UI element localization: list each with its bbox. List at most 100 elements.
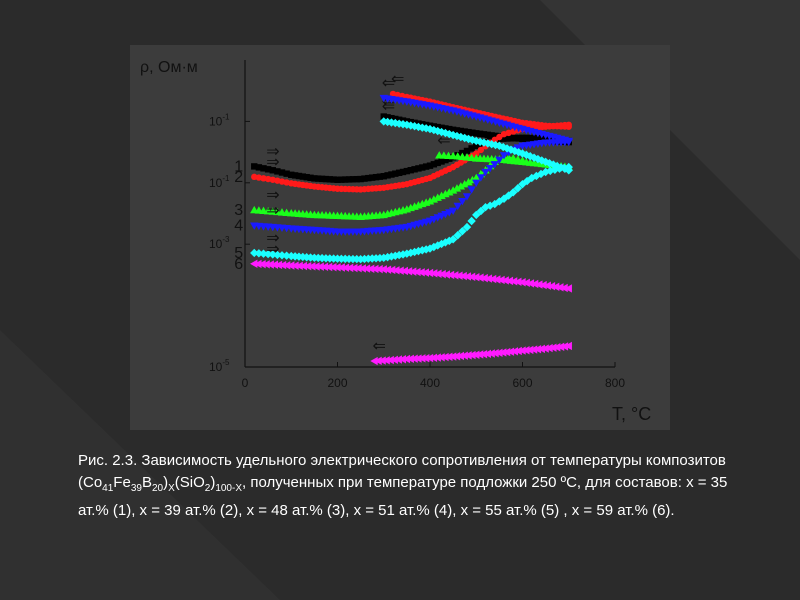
data-point <box>388 114 395 122</box>
data-point <box>464 177 473 186</box>
data-point <box>372 173 380 181</box>
data-point <box>446 270 455 280</box>
data-point <box>282 261 291 270</box>
data-point <box>259 249 268 258</box>
data-point <box>338 176 345 183</box>
data-point <box>564 341 572 351</box>
data-point <box>318 175 326 183</box>
data-point <box>268 250 277 259</box>
data-point <box>556 283 564 292</box>
data-point <box>430 269 438 278</box>
data-point <box>493 275 501 284</box>
data-point <box>410 354 418 363</box>
data-point <box>283 170 290 177</box>
data-point <box>560 283 568 293</box>
heating-arrow: ⇒ <box>266 201 279 220</box>
data-point <box>406 121 415 130</box>
data-point <box>329 262 337 272</box>
data-point <box>255 164 263 171</box>
data-point <box>437 239 446 249</box>
data-point <box>413 267 421 277</box>
data-point <box>324 262 333 272</box>
data-point <box>399 168 407 176</box>
data-point <box>480 273 488 283</box>
data-point <box>449 126 457 133</box>
data-point <box>495 156 504 165</box>
data-point <box>407 167 414 174</box>
data-point <box>549 160 558 169</box>
data-point <box>371 264 379 274</box>
data-point <box>448 235 458 244</box>
data-point <box>457 127 465 135</box>
data-point <box>462 193 472 201</box>
data-point <box>264 166 272 173</box>
data-point <box>415 165 422 172</box>
series-label: 2 <box>234 169 243 186</box>
data-point <box>282 251 291 260</box>
data-point <box>315 175 322 182</box>
data-point <box>270 260 279 269</box>
data-point <box>392 266 400 275</box>
data-point <box>456 182 466 190</box>
data-point <box>499 152 509 160</box>
data-point <box>539 280 547 290</box>
data-point <box>463 147 471 155</box>
data-point <box>262 260 270 269</box>
data-point <box>533 345 542 354</box>
data-point <box>349 176 357 183</box>
data-point <box>472 179 481 187</box>
data-point <box>342 176 349 183</box>
data-point <box>291 261 299 270</box>
cooling-arrow: ⇐ <box>391 69 404 88</box>
series-label: 5 <box>234 245 243 262</box>
data-point <box>488 132 495 139</box>
data-point <box>258 259 266 269</box>
data-point <box>526 279 535 288</box>
data-point <box>380 113 387 120</box>
data-point <box>472 350 480 360</box>
y-tick-label: 10-5 <box>209 358 230 374</box>
data-point <box>453 231 462 240</box>
data-point <box>446 125 453 133</box>
data-point <box>458 198 467 206</box>
data-point <box>522 346 530 355</box>
data-point <box>434 159 441 167</box>
data-point <box>507 134 515 141</box>
y-axis-label: ρ, Ом·м <box>140 59 198 76</box>
data-point <box>398 355 407 364</box>
x-tick-label: 200 <box>327 376 347 390</box>
data-point <box>551 282 560 291</box>
data-point <box>251 163 258 170</box>
data-point <box>429 353 438 362</box>
data-point <box>475 137 485 146</box>
data-point <box>499 194 509 203</box>
data-point <box>288 171 295 178</box>
data-point <box>518 346 526 355</box>
data-point <box>497 275 505 285</box>
data-point <box>437 353 445 362</box>
data-point <box>434 269 442 278</box>
data-point <box>499 142 508 152</box>
data-point <box>375 264 383 274</box>
data-point <box>326 176 333 183</box>
data-point <box>430 161 438 168</box>
data-point <box>472 173 481 182</box>
data-point <box>514 277 522 286</box>
data-point <box>505 276 514 286</box>
data-point <box>530 279 539 289</box>
data-point <box>518 278 526 287</box>
data-point <box>366 264 375 273</box>
data-point <box>514 148 523 157</box>
data-point <box>414 354 422 363</box>
data-point <box>502 347 511 357</box>
data-point <box>404 267 413 276</box>
chart: 0 200 400 600 800 10-1 10-1 10-3 10-5 ρ, Ом·м T, °… <box>130 45 670 430</box>
data-point <box>460 180 469 188</box>
series-label: 6 <box>234 256 243 273</box>
data-point <box>564 137 573 146</box>
data-point <box>345 263 354 273</box>
data-point <box>475 350 484 359</box>
data-point <box>556 342 565 352</box>
data-point <box>499 348 507 357</box>
data-point <box>453 127 461 134</box>
